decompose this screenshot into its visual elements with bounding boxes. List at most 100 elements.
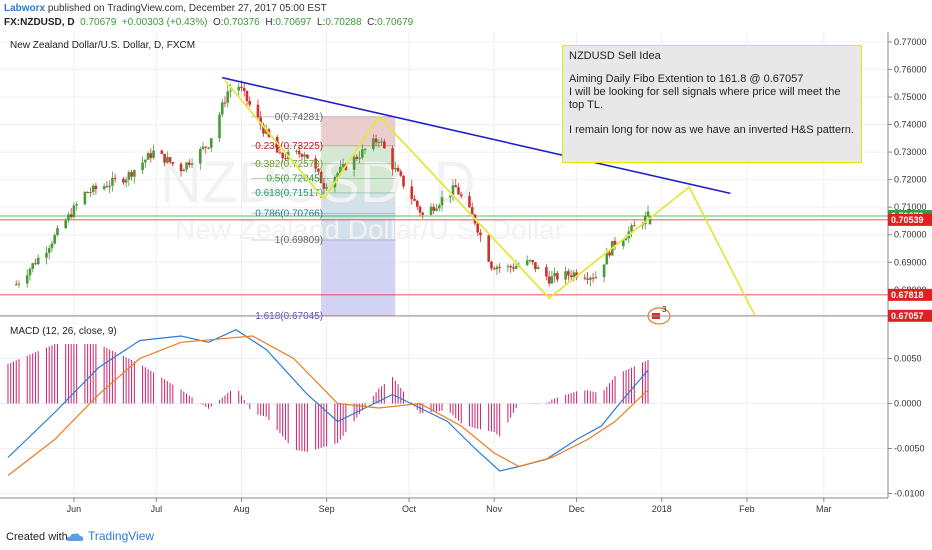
candle-body — [621, 240, 625, 247]
candle-body — [377, 141, 381, 143]
time-tick-label: Feb — [739, 504, 755, 514]
chart-header: Labworx published on TradingView.com, De… — [0, 0, 932, 32]
candle-body — [127, 172, 131, 180]
candle-body — [91, 185, 95, 193]
candle-body — [113, 177, 117, 179]
candle-body — [209, 138, 213, 148]
close-label: C: — [367, 17, 378, 28]
candle-body — [306, 154, 309, 159]
candle-body — [572, 272, 576, 278]
candle-body — [275, 136, 279, 153]
fib-level-label: 0.236(0.73225) — [255, 141, 323, 152]
candle-body — [284, 158, 287, 160]
candle-body — [160, 150, 164, 154]
candle-body — [534, 262, 537, 270]
candle-body — [440, 197, 444, 206]
candle-body — [396, 167, 400, 172]
time-tick-label: Jun — [67, 504, 82, 514]
time-tick-label: Nov — [486, 504, 503, 514]
high-label: H: — [265, 17, 276, 28]
candle-body — [86, 191, 89, 193]
candle-body — [575, 272, 578, 278]
candle-body — [451, 185, 455, 196]
candle-body — [94, 185, 98, 190]
candle-body — [418, 206, 422, 213]
candle-body — [586, 278, 589, 280]
candle-body — [355, 156, 359, 159]
candle-body — [163, 153, 166, 163]
candle-body — [492, 268, 496, 270]
candle-body — [402, 175, 405, 187]
candle-body — [122, 178, 125, 183]
candle-body — [171, 162, 175, 164]
candle-body — [64, 220, 67, 229]
fibonacci-labels: 0(0.74281) 0.236(0.73225) 0.382(0.72573) 0.… — [251, 112, 396, 322]
candle-body — [429, 206, 433, 215]
candle-body — [36, 257, 40, 265]
candle-body — [394, 167, 397, 170]
candle-body — [624, 238, 628, 241]
candle-body — [50, 243, 54, 249]
price-level-tag — [888, 288, 932, 301]
time-axis[interactable]: Jun Jul Aug Sep Oct Nov Dec 2018 Feb Mar — [67, 498, 832, 514]
high-value: 0.70697 — [275, 17, 312, 28]
symbol-label: FX:NZDUSD, D — [4, 17, 75, 28]
candle-body — [149, 153, 153, 158]
candle-body — [297, 150, 301, 155]
candle-body — [14, 284, 18, 286]
price-tick-label: 0.74000 — [894, 120, 927, 130]
price-tick-label: 0.73000 — [894, 147, 927, 157]
candle-body — [380, 141, 383, 143]
candle-body — [187, 162, 191, 165]
candle-body — [545, 267, 548, 277]
price-level-tag — [888, 309, 932, 322]
open-value: 0.70376 — [223, 17, 260, 28]
candle-body — [259, 117, 263, 126]
candle-body — [102, 186, 106, 190]
author-link[interactable]: Labworx — [4, 3, 46, 14]
candle-body — [300, 154, 304, 157]
candle-body — [262, 125, 265, 134]
time-tick-label: Jul — [151, 504, 163, 514]
candle-body — [413, 198, 416, 201]
candle-body — [336, 173, 339, 177]
candle-body — [643, 215, 647, 225]
price-tick-label: 0.77000 — [894, 37, 927, 47]
price-axis[interactable]: 0.77000 0.76000 0.75000 0.74000 0.73000 0.720… — [888, 37, 932, 499]
candle-body — [374, 138, 378, 143]
candle-body — [182, 169, 186, 172]
fib-band-low — [321, 192, 396, 240]
price-tick-label: 0.69000 — [894, 257, 927, 267]
candle-body — [25, 275, 29, 284]
candle-body — [399, 171, 403, 176]
candle-body — [569, 275, 573, 278]
watermark-name: New Zealand Dollar/U.S. Dollar — [175, 214, 564, 245]
close-value: 0.70679 — [377, 17, 414, 28]
note-line3: I remain long for now as we have an inve… — [569, 124, 854, 136]
fib-band-ext — [321, 239, 396, 317]
fib-level-label: 1.618(0.67045) — [255, 311, 323, 322]
candle-body — [141, 162, 144, 171]
candle-body — [358, 157, 361, 159]
candle-body — [144, 159, 147, 163]
candle-body — [220, 102, 224, 115]
publish-info: Labworx published on TradingView.com, De… — [4, 3, 327, 14]
candle-body — [237, 86, 241, 91]
candle-body — [490, 261, 493, 269]
price-level-tag — [888, 213, 932, 226]
note-line1: Aiming Daily Fibo Extention to 161.8 @ 0… — [569, 73, 804, 85]
candle-body — [632, 225, 636, 227]
chart-title: New Zealand Dollar/U.S. Dollar, D, FXCM — [10, 40, 195, 51]
note-line2: I will be looking for sell signals where… — [569, 86, 841, 111]
candle-body — [383, 141, 386, 149]
price-tick-label: 0.76000 — [894, 64, 927, 74]
candle-body — [204, 146, 208, 148]
candle-body — [352, 156, 356, 170]
macd-tick-label: -0.0050 — [894, 444, 925, 454]
tradingview-logo[interactable]: TradingView — [66, 529, 154, 543]
candle-body — [432, 206, 436, 211]
candle-body — [108, 185, 111, 188]
created-with-text: Created with — [6, 531, 68, 543]
candle-body — [498, 266, 501, 268]
candle-body — [325, 187, 328, 189]
